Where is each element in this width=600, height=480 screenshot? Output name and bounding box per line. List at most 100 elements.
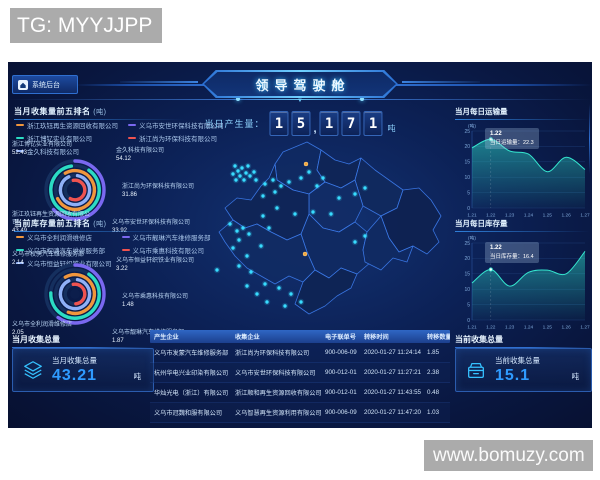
- legend-item[interactable]: 浙江玖钰再生资源回收有限公司: [16, 120, 118, 130]
- svg-text:1.27: 1.27: [580, 325, 590, 331]
- current-total-unit: 吨: [571, 371, 580, 381]
- svg-text:1.21: 1.21: [467, 325, 477, 331]
- map-district[interactable]: [362, 215, 414, 271]
- legend-item[interactable]: 浙江尚为环保科技有限公司: [128, 133, 224, 143]
- daily-output-digit: 1: [319, 111, 339, 136]
- watermark-top-left: TG: MYYJJPP: [10, 8, 162, 43]
- map-alert-point: [302, 251, 308, 257]
- svg-text:(吨): (吨): [468, 123, 476, 130]
- table-cell: 义乌智慧再生资源利用有限公司: [235, 410, 321, 417]
- map-point: [275, 206, 279, 210]
- stock-area-chart[interactable]: 0 5 10 15 20 25(吨) 1.21 1.22 1.23 1.24 1.25 1.26 1.2…: [455, 234, 590, 331]
- panel-title-stock-rank: 当前库存量前五排名 (吨): [14, 218, 194, 232]
- table-row[interactable]: 义乌市发蒙汽车维修服务部 浙江尚为环保科技有限公司 900-006-09 2020-0…: [150, 343, 450, 363]
- map-point: [287, 180, 291, 184]
- header-line-left: [74, 84, 214, 86]
- page-title: 领导驾驶舱: [255, 77, 351, 93]
- svg-text:0: 0: [467, 206, 470, 212]
- current-total-value: 15.1: [495, 367, 531, 384]
- legend-label: 义乌市全利润滑维修店: [27, 235, 92, 242]
- daily-output-unit: 吨: [387, 124, 396, 133]
- legend-label: 义乌市安世环保科技有限公司: [139, 123, 224, 130]
- plaque-wing-left: [120, 81, 198, 83]
- legend-marker: [16, 149, 24, 153]
- table-cell: 义乌市冠魏和服有限公司: [154, 410, 223, 417]
- map-district[interactable]: [294, 267, 358, 315]
- svg-text:1.26: 1.26: [562, 325, 572, 331]
- daily-output-digit: 1: [269, 111, 289, 136]
- donut-callout: 浙江尚为环保科技有限公司 31.86: [122, 184, 195, 198]
- table-cell: 杭州华电兴业印染有限公司: [154, 370, 229, 377]
- map-point: [337, 196, 341, 200]
- legend-item[interactable]: 义乌市靓琳汽车维修服务部: [121, 232, 211, 242]
- system-backend-label: 系统后台: [32, 81, 60, 89]
- legend-item[interactable]: 义乌市权骋汽车维修服务部: [16, 245, 112, 255]
- table-cell: 1.85: [427, 349, 440, 356]
- map-point: [238, 174, 242, 178]
- donut-chart-collection[interactable]: [43, 158, 107, 222]
- svg-text:0: 0: [467, 318, 470, 324]
- section-header-month-total: 当月收集总量: [12, 334, 152, 348]
- legend-item[interactable]: 义乌市全利润滑维修店: [16, 232, 112, 242]
- table-row[interactable]: 义乌市冠魏和服有限公司 义乌智慧再生资源利用有限公司 900-006-09 2020-…: [150, 403, 450, 423]
- title-plaque: 领导驾驶舱: [202, 70, 398, 98]
- table-cell: 华灿光电（浙江）有限公司: [154, 390, 229, 397]
- donut-callout: 金久科技有限公司 54.12: [116, 148, 165, 162]
- svg-text:1.25: 1.25: [543, 213, 553, 219]
- map-point: [236, 169, 240, 173]
- column-header: 产生企业: [154, 334, 179, 341]
- svg-text:5: 5: [467, 302, 470, 308]
- svg-text:25: 25: [464, 241, 470, 247]
- map-point: [299, 176, 303, 180]
- header-underline: [8, 99, 592, 100]
- table-cell: 900-012-01: [325, 369, 357, 376]
- layers-icon: [24, 361, 42, 379]
- map-point: [247, 232, 251, 236]
- map-point: [252, 170, 256, 174]
- table-cell: 浙江尚为环保科技有限公司: [235, 350, 310, 357]
- month-total-value: 43.21: [52, 367, 98, 384]
- donut-chart-stock[interactable]: [43, 262, 107, 326]
- column-header: 转移数量（吨）: [427, 334, 450, 341]
- map-svg: [213, 141, 442, 315]
- svg-text:25: 25: [464, 129, 470, 135]
- legend-item[interactable]: 义乌市乘惠科技有限公司: [121, 245, 211, 255]
- map-point: [277, 286, 281, 290]
- donut-callout: 义乌市全利润滑维修店 2.05: [12, 322, 73, 336]
- donut-callout: 义乌市乘惠科技有限公司 1.48: [122, 294, 189, 308]
- map-point: [246, 164, 250, 168]
- map-point: [363, 186, 367, 190]
- map-point: [299, 300, 303, 304]
- map-point: [363, 234, 367, 238]
- map-point: [240, 166, 244, 170]
- map-point: [255, 292, 259, 296]
- transport-chart-title: 当月每日运输量: [455, 106, 590, 120]
- map-point: [321, 176, 325, 180]
- legend-item[interactable]: 金久科技有限公司: [16, 146, 118, 156]
- legend-marker: [16, 248, 24, 252]
- table-cell: 900-006-09: [325, 349, 357, 356]
- table-cell: 2.38: [427, 369, 440, 376]
- map-point: [231, 172, 235, 176]
- column-header: 收集企业: [235, 334, 260, 341]
- glow-dot-left: [236, 97, 240, 101]
- table-row[interactable]: 杭州华电兴业印染有限公司 义乌市安世环保科技有限公司 900-012-01 2020-…: [150, 363, 450, 383]
- legend-label: 浙江玖钰再生资源回收有限公司: [27, 123, 118, 130]
- region-map[interactable]: [205, 136, 453, 328]
- map-point: [265, 300, 269, 304]
- legend-item[interactable]: 义乌市安世环保科技有限公司: [128, 120, 224, 130]
- system-backend-button[interactable]: 系统后台: [12, 75, 78, 94]
- map-point: [228, 222, 232, 226]
- map-point: [215, 268, 219, 272]
- table-cell: 900-012-01: [325, 389, 357, 396]
- map-point: [353, 192, 357, 196]
- table-cell: 浙江顺和再生资源回收有限公司: [235, 390, 321, 397]
- svg-text:1.25: 1.25: [543, 325, 553, 331]
- transport-chart-panel: 当月每日运输量 0 5 10 15 20 25 (吨) 1.21 1.22 1.23 1.24 1.2…: [455, 106, 590, 219]
- column-header: 电子联单号: [325, 334, 356, 341]
- transport-area-chart[interactable]: 0 5 10 15 20 25(吨) 1.21 1.22 1.23 1.24 1.25 1.26 1.2…: [455, 122, 590, 219]
- table-row[interactable]: 华灿光电（浙江）有限公司 浙江顺和再生资源回收有限公司 900-012-01 2020…: [150, 383, 450, 403]
- legend-item[interactable]: 浙江博钇实业有限公司: [16, 133, 118, 143]
